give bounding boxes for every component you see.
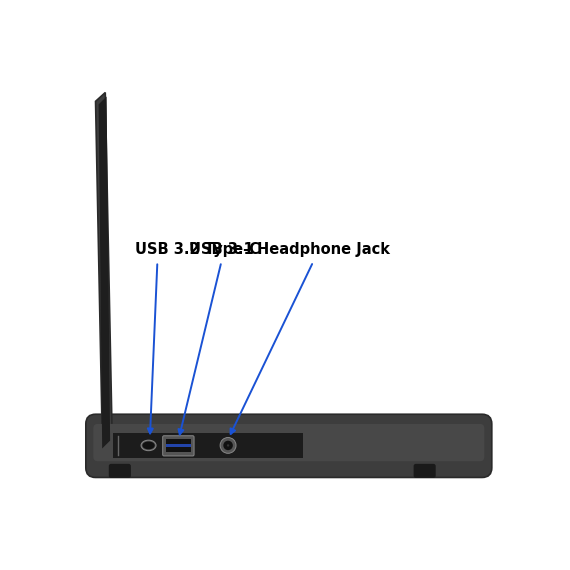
Bar [113, 433, 303, 458]
Ellipse shape [141, 440, 156, 451]
Ellipse shape [142, 441, 154, 449]
Text: USB 3.2 Type-C: USB 3.2 Type-C [135, 242, 260, 257]
Circle shape [223, 441, 233, 450]
Circle shape [220, 438, 236, 453]
Polygon shape [99, 96, 110, 449]
FancyBboxPatch shape [414, 464, 435, 478]
FancyBboxPatch shape [93, 424, 484, 461]
FancyBboxPatch shape [93, 432, 115, 458]
Text: USB 3.1: USB 3.1 [189, 242, 254, 257]
FancyBboxPatch shape [109, 464, 131, 478]
Bar [166, 443, 190, 447]
FancyBboxPatch shape [162, 435, 194, 456]
Text: Headphone Jack: Headphone Jack [256, 242, 389, 257]
FancyBboxPatch shape [86, 414, 492, 478]
Circle shape [227, 444, 229, 447]
Bar [166, 439, 191, 451]
Polygon shape [96, 92, 112, 455]
